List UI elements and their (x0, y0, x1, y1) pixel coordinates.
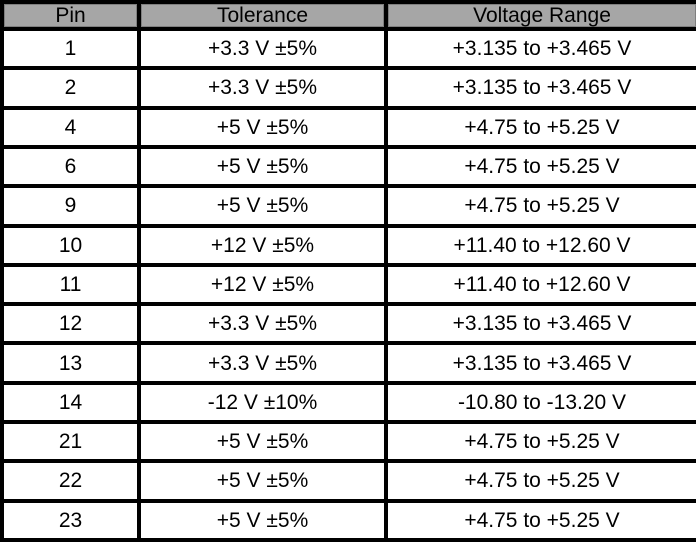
tolerance-cell: +3.3 V ±5% (137, 66, 388, 110)
voltage-range-cell: +11.40 to +12.60 V (384, 223, 696, 267)
pin-cell: 21 (0, 420, 141, 464)
pin-cell: 6 (0, 144, 141, 189)
table-row: 9 +5 V ±5% +4.75 to +5.25 V (0, 184, 696, 228)
header-cell-pin: Pin (0, 0, 141, 32)
header-cell-voltage-range: Voltage Range (384, 0, 696, 32)
voltage-range-cell: +4.75 to +5.25 V (384, 459, 696, 503)
voltage-range-cell: +4.75 to +5.25 V (384, 184, 696, 228)
table-row: 10 +12 V ±5% +11.40 to +12.60 V (0, 223, 696, 267)
voltage-range-cell: +4.75 to +5.25 V (384, 420, 696, 464)
table-row: 13 +3.3 V ±5% +3.135 to +3.465 V (0, 341, 696, 385)
voltage-range-cell: +4.75 to +5.25 V (384, 105, 696, 149)
voltage-range-cell: +4.75 to +5.25 V (384, 144, 696, 189)
pin-cell: 23 (0, 498, 141, 542)
header-cell-tolerance: Tolerance (137, 0, 388, 32)
pin-cell: 13 (0, 341, 141, 385)
pin-cell: 1 (0, 27, 141, 71)
table-row: 11 +12 V ±5% +11.40 to +12.60 V (0, 262, 696, 307)
table-body: 1 +3.3 V ±5% +3.135 to +3.465 V 2 +3.3 V ±5%… (0, 27, 696, 542)
tolerance-cell: +12 V ±5% (137, 262, 388, 307)
voltage-range-cell: +3.135 to +3.465 V (384, 302, 696, 346)
table-row: 4 +5 V ±5% +4.75 to +5.25 V (0, 105, 696, 149)
voltage-range-cell: -10.80 to -13.20 V (384, 380, 696, 425)
tolerance-cell: +5 V ±5% (137, 498, 388, 542)
table-row: 12 +3.3 V ±5% +3.135 to +3.465 V (0, 302, 696, 346)
tolerance-cell: +3.3 V ±5% (137, 302, 388, 346)
table-row: 6 +5 V ±5% +4.75 to +5.25 V (0, 144, 696, 189)
voltage-range-cell: +4.75 to +5.25 V (384, 498, 696, 542)
table-row: 22 +5 V ±5% +4.75 to +5.25 V (0, 459, 696, 503)
header-row: Pin Tolerance Voltage Range (0, 0, 696, 32)
tolerance-cell: +3.3 V ±5% (137, 27, 388, 71)
pin-cell: 9 (0, 184, 141, 228)
table-row: 23 +5 V ±5% +4.75 to +5.25 V (0, 498, 696, 542)
pin-cell: 14 (0, 380, 141, 425)
tolerance-cell: +12 V ±5% (137, 223, 388, 267)
tolerance-cell: +5 V ±5% (137, 459, 388, 503)
table-header: Pin Tolerance Voltage Range (0, 0, 696, 32)
tolerance-cell: +5 V ±5% (137, 420, 388, 464)
pin-cell: 10 (0, 223, 141, 267)
voltage-range-cell: +3.135 to +3.465 V (384, 341, 696, 385)
pin-cell: 22 (0, 459, 141, 503)
table-row: 21 +5 V ±5% +4.75 to +5.25 V (0, 420, 696, 464)
voltage-range-cell: +11.40 to +12.60 V (384, 262, 696, 307)
tolerance-cell: +3.3 V ±5% (137, 341, 388, 385)
voltage-range-cell: +3.135 to +3.465 V (384, 27, 696, 71)
table-row: 1 +3.3 V ±5% +3.135 to +3.465 V (0, 27, 696, 71)
pin-cell: 4 (0, 105, 141, 149)
pin-cell: 11 (0, 262, 141, 307)
pin-cell: 2 (0, 66, 141, 110)
tolerance-cell: +5 V ±5% (137, 144, 388, 189)
tolerance-cell: +5 V ±5% (137, 184, 388, 228)
table-row: 14 -12 V ±10% -10.80 to -13.20 V (0, 380, 696, 425)
tolerance-cell: +5 V ±5% (137, 105, 388, 149)
voltage-range-cell: +3.135 to +3.465 V (384, 66, 696, 110)
tolerance-cell: -12 V ±10% (137, 380, 388, 425)
table-row: 2 +3.3 V ±5% +3.135 to +3.465 V (0, 66, 696, 110)
pin-cell: 12 (0, 302, 141, 346)
